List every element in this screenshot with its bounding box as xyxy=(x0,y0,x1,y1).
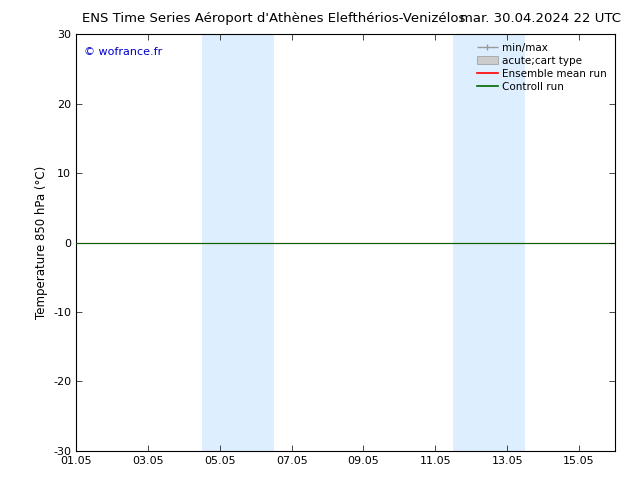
Bar xyxy=(489,34,525,451)
Text: © wofrance.fr: © wofrance.fr xyxy=(84,47,162,57)
Text: mar. 30.04.2024 22 UTC: mar. 30.04.2024 22 UTC xyxy=(460,12,621,25)
Bar xyxy=(453,34,489,451)
Text: ENS Time Series Aéroport d'Athènes Elefthérios-Venizélos: ENS Time Series Aéroport d'Athènes Eleft… xyxy=(82,12,466,25)
Bar xyxy=(238,34,274,451)
Y-axis label: Temperature 850 hPa (°C): Temperature 850 hPa (°C) xyxy=(34,166,48,319)
Bar xyxy=(202,34,238,451)
Legend: min/max, acute;cart type, Ensemble mean run, Controll run: min/max, acute;cart type, Ensemble mean … xyxy=(474,40,610,95)
